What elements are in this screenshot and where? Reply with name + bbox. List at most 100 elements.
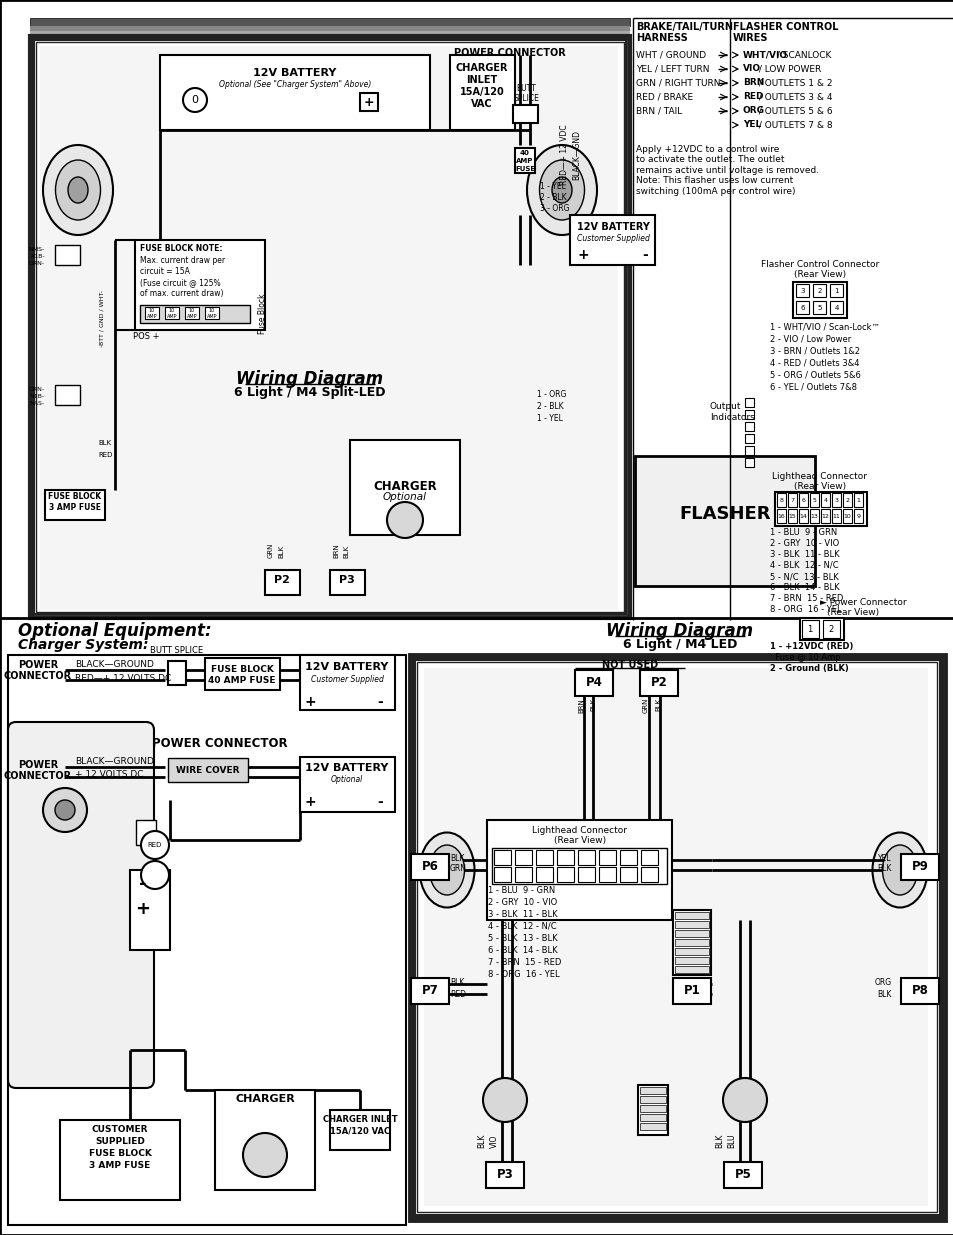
Text: Fuse @ 10 Amp: Fuse @ 10 Amp — [769, 653, 840, 662]
Bar — [639, 1087, 665, 1094]
Bar — [831, 509, 841, 522]
Bar — [330, 571, 365, 595]
Bar — [822, 620, 840, 638]
Ellipse shape — [539, 161, 584, 220]
Text: Lighthead Connector: Lighthead Connector — [532, 826, 627, 835]
Ellipse shape — [68, 177, 88, 203]
Text: 2 - BLK: 2 - BLK — [537, 403, 563, 411]
Text: of max. current draw): of max. current draw) — [140, 289, 223, 298]
Text: 8 - ORG  16 - YEL: 8 - ORG 16 - YEL — [488, 969, 559, 979]
Bar — [412, 657, 942, 1218]
Text: POWER CONNECTOR: POWER CONNECTOR — [152, 737, 288, 750]
Bar — [842, 509, 851, 522]
Circle shape — [243, 1132, 287, 1177]
Text: +: + — [135, 900, 151, 918]
Text: 3 - BLK  11 - BLK: 3 - BLK 11 - BLK — [488, 910, 558, 919]
Text: RED: RED — [742, 91, 762, 101]
Text: RED: RED — [450, 990, 465, 999]
Text: 5 - BLK  13 - BLK: 5 - BLK 13 - BLK — [488, 934, 558, 944]
Text: P8: P8 — [911, 984, 927, 998]
Bar — [569, 215, 655, 266]
Text: 5: 5 — [817, 305, 821, 310]
Bar — [135, 240, 265, 330]
Text: / OUTLETS 1 & 2: / OUTLETS 1 & 2 — [756, 78, 832, 86]
Text: 1 - YEL: 1 - YEL — [537, 414, 562, 424]
Bar — [800, 618, 843, 640]
Text: CONNECTOR: CONNECTOR — [4, 771, 72, 781]
Bar — [799, 509, 807, 522]
Text: 3 - BRN / Outlets 1&2: 3 - BRN / Outlets 1&2 — [769, 346, 859, 354]
Text: BLK: BLK — [277, 545, 284, 558]
Bar — [787, 509, 796, 522]
Text: CHARGER: CHARGER — [234, 1094, 294, 1104]
Text: BLK: BLK — [450, 978, 464, 987]
Text: 5: 5 — [812, 498, 816, 503]
Bar — [205, 308, 219, 319]
Text: 3: 3 — [800, 288, 804, 294]
Text: WHT/VIO: WHT/VIO — [742, 49, 787, 59]
Text: 10: 10 — [842, 514, 850, 519]
Text: GRN: GRN — [450, 864, 467, 873]
Bar — [410, 655, 944, 1220]
Bar — [515, 867, 532, 882]
Bar — [140, 305, 250, 324]
Bar — [299, 757, 395, 811]
Text: Customer Supplied: Customer Supplied — [576, 233, 649, 243]
Bar — [744, 433, 753, 443]
Bar — [744, 458, 753, 467]
Text: P5: P5 — [734, 1168, 751, 1182]
Text: 8 - ORG  16 - YEL: 8 - ORG 16 - YEL — [769, 605, 841, 614]
Bar — [494, 867, 511, 882]
Text: -: - — [376, 695, 382, 709]
Text: GRN-: GRN- — [29, 261, 45, 266]
Text: 6: 6 — [800, 305, 804, 310]
Circle shape — [43, 788, 87, 832]
Bar — [639, 1114, 665, 1121]
Bar — [513, 105, 537, 124]
Bar — [787, 493, 796, 508]
Text: 1 - ORG: 1 - ORG — [537, 390, 566, 399]
Text: BLK: BLK — [477, 1134, 486, 1149]
Circle shape — [183, 88, 207, 112]
Text: 16: 16 — [777, 514, 784, 519]
Bar — [60, 1120, 180, 1200]
Text: 2: 2 — [844, 498, 848, 503]
Text: VIO: VIO — [742, 64, 760, 73]
Text: BRAKE/TAIL/TURN: BRAKE/TAIL/TURN — [636, 22, 732, 32]
Circle shape — [141, 831, 169, 860]
Ellipse shape — [552, 177, 572, 203]
Text: / SCANLOCK: / SCANLOCK — [774, 49, 831, 59]
Text: 8: 8 — [500, 855, 504, 860]
Text: Flasher Control Connector: Flasher Control Connector — [760, 261, 879, 269]
Bar — [55, 245, 80, 266]
Bar — [792, 282, 846, 317]
Text: YEL: YEL — [742, 120, 760, 128]
Text: 1: 1 — [806, 625, 812, 634]
Text: -: - — [641, 248, 647, 262]
Text: 7: 7 — [521, 855, 525, 860]
Text: 1: 1 — [647, 855, 651, 860]
Text: HARNESS: HARNESS — [636, 33, 687, 43]
Bar — [130, 869, 170, 950]
Text: 4 - RED / Outlets 3&4: 4 - RED / Outlets 3&4 — [769, 358, 859, 367]
Bar — [330, 1110, 390, 1150]
Bar — [575, 671, 613, 697]
Text: GRN / RIGHT TURN: GRN / RIGHT TURN — [636, 78, 720, 86]
Text: VIO: VIO — [489, 1135, 498, 1149]
Text: BLACK—GROUND: BLACK—GROUND — [75, 659, 153, 669]
Text: BLK: BLK — [343, 545, 349, 558]
Bar — [799, 493, 807, 508]
Text: 4 - BLK  12 - N/C: 4 - BLK 12 - N/C — [769, 561, 838, 571]
Bar — [776, 509, 785, 522]
Text: 40 AMP FUSE: 40 AMP FUSE — [208, 676, 275, 685]
Bar — [675, 966, 708, 973]
Text: 15: 15 — [788, 514, 796, 519]
Ellipse shape — [55, 161, 100, 220]
Text: / OUTLETS 7 & 8: / OUTLETS 7 & 8 — [756, 120, 832, 128]
Bar — [744, 410, 753, 419]
Text: 3: 3 — [605, 855, 609, 860]
Bar — [492, 848, 666, 884]
Bar — [415, 659, 939, 1215]
Text: RED: RED — [148, 842, 162, 848]
Text: P2: P2 — [274, 576, 290, 585]
